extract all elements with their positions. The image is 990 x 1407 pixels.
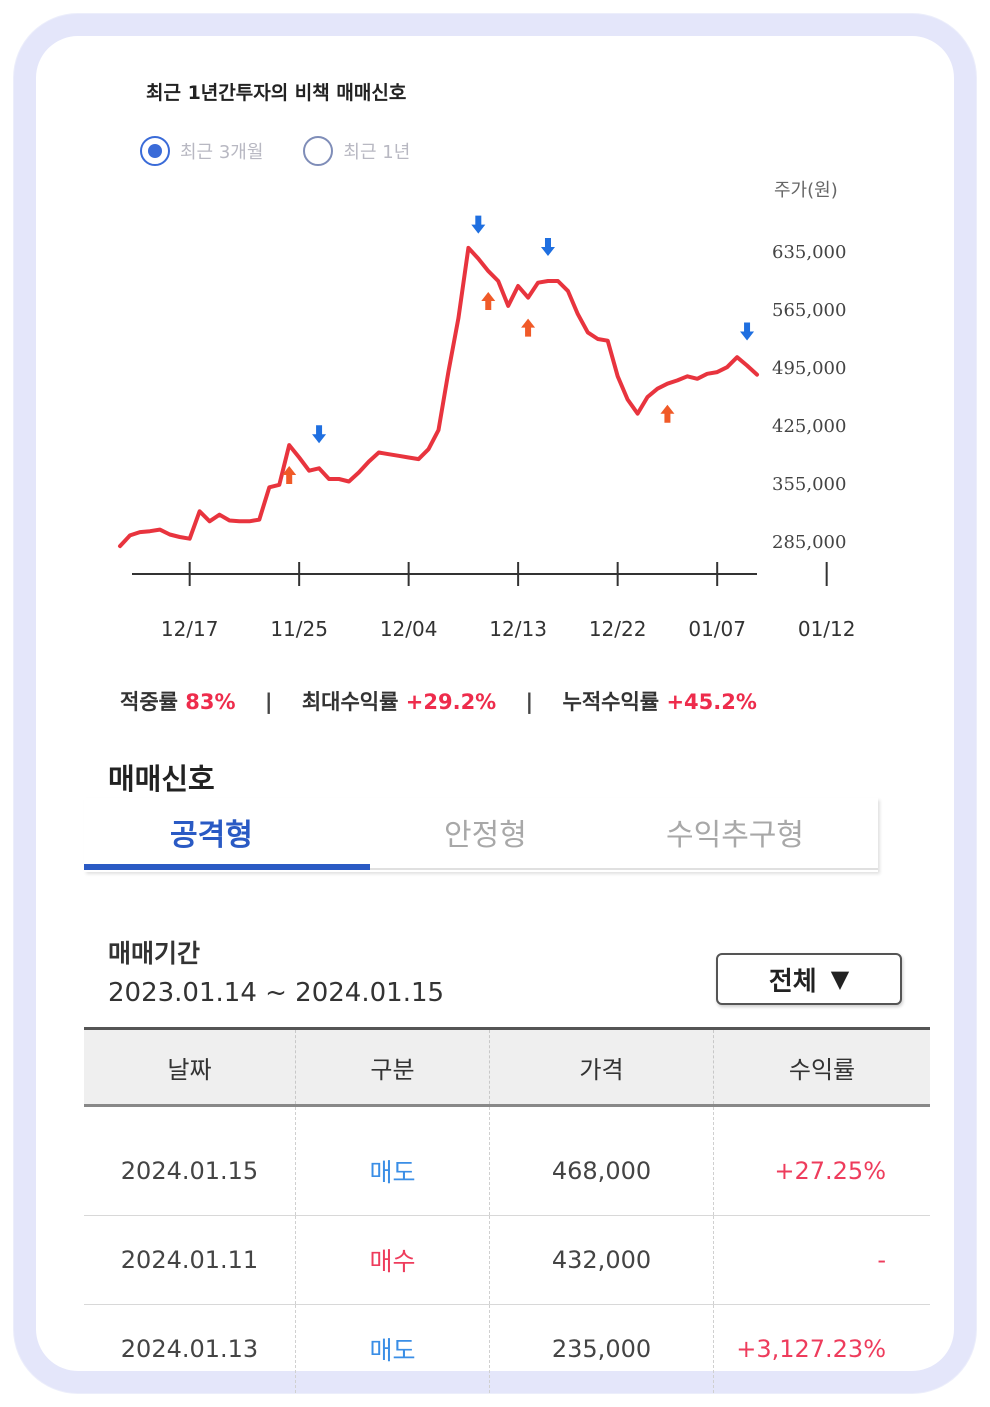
- sell-signal-arrow: [471, 215, 486, 234]
- x-tick-label: 01/12: [798, 617, 856, 641]
- cell-date: 2024.01.13: [84, 1305, 296, 1393]
- radio-label: 최근 3개월: [180, 142, 264, 163]
- period-radio-group: 최근 3개월 최근 1년: [140, 136, 450, 166]
- triangle-down-icon: ▼: [830, 965, 850, 993]
- cell-date: 2024.01.15: [84, 1107, 296, 1215]
- x-tick-label: 12/04: [380, 617, 438, 641]
- y-tick-label: 565,000: [772, 300, 846, 321]
- radio-1-year[interactable]: 최근 1년: [303, 136, 410, 166]
- cell-price: 432,000: [490, 1216, 714, 1304]
- buy-signal-arrow: [521, 318, 536, 337]
- stats-separator: |: [525, 690, 534, 714]
- tab-aggressive[interactable]: 공격형: [170, 818, 253, 853]
- tab-stable[interactable]: 안정형: [444, 818, 527, 853]
- radio-label: 최근 1년: [343, 142, 411, 163]
- radio-3-months[interactable]: 최근 3개월: [140, 136, 263, 166]
- x-tick-label: 01/07: [688, 617, 746, 641]
- radio-unchecked-icon: [303, 136, 334, 166]
- signal-table: 날짜 구분 가격 수익률 2024.01.15 매도 468,000 +27.2…: [84, 1027, 930, 1393]
- x-tick-label: 12/17: [161, 617, 219, 641]
- cell-return: +3,127.23%: [736, 1335, 886, 1363]
- cum-return-label: 누적수익률: [562, 690, 660, 714]
- stats-bar: 적중률 83% | 최대수익률 +29.2% | 누적수익률 +45.2%: [120, 686, 757, 716]
- trade-period-value: 2023.01.14 ~ 2024.01.15: [108, 978, 445, 1008]
- x-tick-label: 12/22: [589, 617, 647, 641]
- cell-type-sell: 매도: [296, 1107, 490, 1215]
- buy-signal-arrow: [481, 292, 496, 311]
- x-tick-label: 11/25: [270, 617, 328, 641]
- header-date: 날짜: [84, 1030, 296, 1104]
- tab-divider: [84, 868, 878, 870]
- sell-signal-arrow: [740, 322, 755, 341]
- cell-type-buy: 매수: [296, 1216, 490, 1304]
- cell-price: 235,000: [490, 1305, 714, 1393]
- strategy-tabs: 공격형 안정형 수익추구형: [84, 798, 878, 872]
- header-price: 가격: [490, 1030, 714, 1104]
- y-tick-label: 285,000: [772, 532, 846, 553]
- phone-frame: [14, 14, 976, 1393]
- y-tick-label: 495,000: [772, 358, 846, 379]
- hit-rate-value: 83%: [185, 690, 236, 714]
- y-axis-label: 주가(원): [774, 180, 838, 201]
- max-return-label: 최대수익률: [301, 690, 399, 714]
- buy-signal-arrow: [282, 466, 297, 485]
- price-line: [118, 245, 759, 549]
- sell-signal-arrow: [540, 238, 555, 256]
- table-row[interactable]: 2024.01.13 매도 235,000 +3,127.23%: [84, 1305, 930, 1393]
- cell-return: -: [877, 1246, 886, 1274]
- cell-return: +27.25%: [774, 1157, 886, 1185]
- table-header: 날짜 구분 가격 수익률: [84, 1027, 930, 1107]
- table-row[interactable]: 2024.01.15 매도 468,000 +27.25%: [84, 1107, 930, 1216]
- buy-signal-arrow: [660, 404, 675, 423]
- filter-label: 전체: [768, 966, 817, 997]
- y-tick-label: 425,000: [772, 416, 846, 437]
- cell-price: 468,000: [490, 1107, 714, 1215]
- cell-type-sell: 매도: [296, 1305, 490, 1393]
- header-return: 수익률: [788, 1055, 856, 1084]
- tab-profit[interactable]: 수익추구형: [666, 818, 804, 853]
- sell-signal-arrow: [312, 425, 327, 444]
- price-chart: 285,000 355,000 425,000 495,000 565,000 635,0…: [118, 215, 856, 641]
- chart-title: 최근 1년간투자의 비책 매매신호: [146, 82, 407, 104]
- table-row[interactable]: 2024.01.11 매수 432,000 -: [84, 1216, 930, 1305]
- stats-separator: |: [264, 690, 273, 714]
- active-tab-indicator: [84, 864, 370, 870]
- section-title: 매매신호: [108, 762, 215, 796]
- cell-date: 2024.01.11: [84, 1216, 296, 1304]
- y-tick-label: 355,000: [772, 474, 846, 495]
- trade-period-label: 매매기간: [108, 939, 201, 968]
- hit-rate-label: 적중률: [120, 690, 178, 714]
- filter-dropdown[interactable]: 전체 ▼: [716, 953, 902, 1005]
- header-type: 구분: [296, 1030, 490, 1104]
- radio-checked-icon: [140, 136, 170, 166]
- y-tick-label: 635,000: [772, 242, 846, 263]
- max-return-value: +29.2%: [405, 690, 497, 714]
- cum-return-value: +45.2%: [666, 690, 757, 714]
- x-tick-label: 12/13: [489, 617, 547, 641]
